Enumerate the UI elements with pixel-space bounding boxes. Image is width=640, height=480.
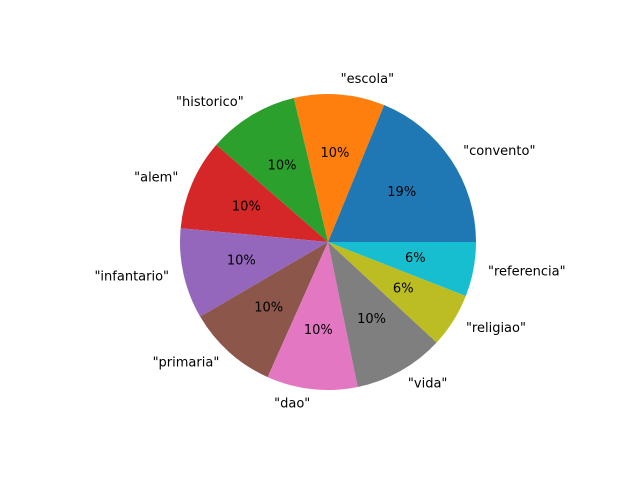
slice-category-label: "historico" <box>176 95 244 110</box>
slice-category-label: "dao" <box>274 396 310 411</box>
pie-slice <box>328 242 476 296</box>
slice-percentage-label: 10% <box>254 301 283 316</box>
slice-percentage-label: 10% <box>304 323 333 338</box>
slice-percentage-label: 10% <box>320 146 349 161</box>
slice-percentage-label: 10% <box>268 159 297 174</box>
pie-slice <box>328 242 437 387</box>
slice-category-label: "religiao" <box>466 321 526 336</box>
pie-slice <box>180 228 328 317</box>
pie-slice <box>200 242 328 378</box>
slice-category-label: "vida" <box>408 376 447 391</box>
pie-slice <box>328 242 466 343</box>
slice-category-label: "escola" <box>341 72 394 87</box>
category-labels: "convento" "escola" "historico" "alem" "infa… <box>94 72 565 411</box>
slice-percentage-label: 6% <box>405 251 426 266</box>
pie-slice <box>216 98 328 243</box>
slice-percentage-label: 10% <box>232 200 261 215</box>
slice-category-label: "convento" <box>463 144 535 159</box>
slice-category-label: "referencia" <box>488 265 566 280</box>
percentage-labels: 19% 10% 10% 10% 10% 10% 10% 10% 6% 6% <box>227 146 426 338</box>
slice-percentage-label: 19% <box>387 185 416 200</box>
slice-category-label: "infantario" <box>94 270 169 285</box>
slice-percentage-label: 10% <box>227 254 256 269</box>
pie-slice <box>328 105 476 242</box>
pie-slice <box>180 144 328 242</box>
slice-percentage-label: 6% <box>393 282 414 297</box>
slice-percentage-label: 10% <box>357 312 386 327</box>
pie-slice <box>293 94 385 242</box>
pie-slice <box>267 242 358 391</box>
slice-category-label: "primaria" <box>153 356 220 371</box>
slice-category-label: "alem" <box>134 170 178 185</box>
pie-slices <box>180 94 476 391</box>
